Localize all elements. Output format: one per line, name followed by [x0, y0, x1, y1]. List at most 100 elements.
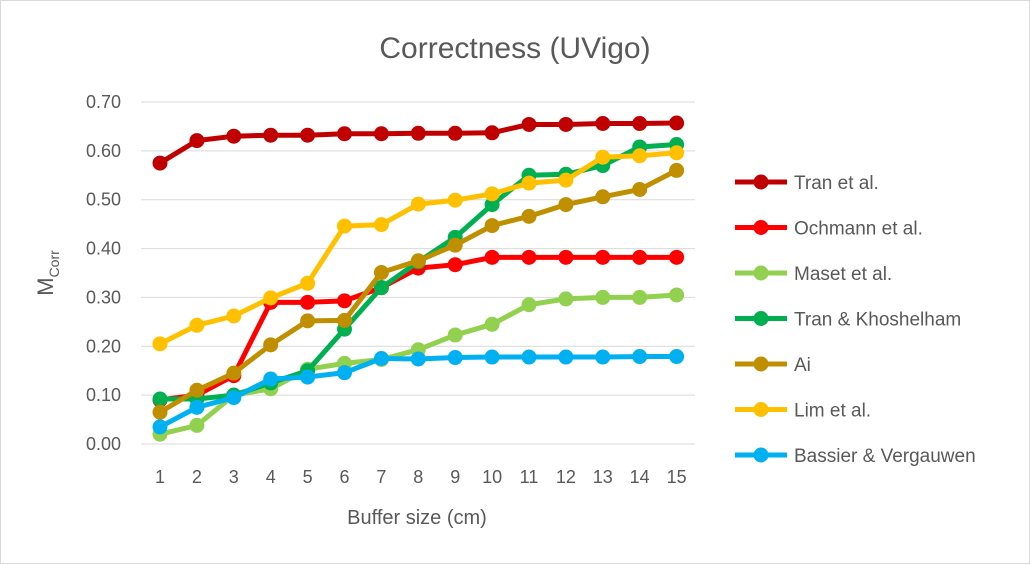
- legend-label: Tran et al.: [794, 173, 879, 194]
- legend-swatch-marker: [753, 220, 769, 235]
- series-ai: [152, 162, 685, 420]
- data-point: [263, 371, 279, 387]
- data-point: [632, 249, 648, 265]
- x-tick-label: 6: [339, 467, 349, 487]
- data-point: [447, 350, 463, 366]
- x-axis-label: Buffer size (cm): [347, 507, 487, 529]
- x-tick-label: 11: [520, 467, 539, 487]
- legend: Tran et al. Ochmann et al. Maset et al. Tra…: [735, 173, 976, 467]
- y-tick-label: 0.10: [86, 385, 121, 405]
- data-point: [484, 316, 500, 332]
- data-point: [152, 155, 168, 171]
- data-point: [447, 125, 463, 141]
- data-point: [410, 125, 426, 141]
- data-point: [632, 181, 648, 197]
- legend-item: Ochmann et al.: [735, 219, 923, 240]
- data-point: [373, 217, 389, 233]
- legend-swatch-marker: [753, 311, 769, 326]
- data-point: [337, 126, 352, 142]
- data-point: [300, 127, 316, 143]
- data-point: [669, 349, 685, 365]
- x-tick-label: 5: [303, 467, 313, 487]
- data-point: [337, 218, 352, 234]
- data-point: [595, 115, 611, 131]
- y-tick-label: 0.70: [86, 92, 121, 112]
- data-point: [410, 351, 426, 367]
- data-point: [337, 312, 352, 328]
- y-axis-label: MCorr: [33, 250, 62, 296]
- data-point: [226, 308, 242, 324]
- data-point: [521, 116, 537, 132]
- data-point: [226, 128, 242, 144]
- series-ochmann-et-al: [152, 249, 685, 408]
- legend-label: Maset et al.: [794, 264, 892, 285]
- x-tick-label: 8: [413, 467, 423, 487]
- data-point: [300, 275, 316, 291]
- data-point: [669, 145, 685, 161]
- data-point: [263, 127, 279, 143]
- data-point: [373, 126, 389, 142]
- data-point: [632, 148, 648, 164]
- y-tick-label: 0.20: [86, 336, 121, 356]
- y-axis-ticks: 0.00 0.10 0.20 0.30 0.40 0.50 0.60 0.70: [86, 92, 121, 454]
- data-point: [632, 349, 648, 365]
- data-point: [484, 197, 500, 213]
- series-bassier-vergauwen: [152, 349, 685, 435]
- data-point: [337, 293, 352, 309]
- legend-swatch-marker: [753, 356, 769, 372]
- data-point: [484, 349, 500, 365]
- data-point: [595, 249, 611, 265]
- data-point: [300, 313, 316, 329]
- y-axis-label-sub: Corr: [46, 250, 62, 278]
- data-point: [447, 237, 463, 253]
- data-point: [226, 390, 242, 406]
- x-tick-label: 10: [482, 467, 502, 487]
- y-tick-label: 0.40: [86, 239, 121, 259]
- data-point: [410, 253, 426, 269]
- data-point: [521, 349, 537, 365]
- data-point: [300, 369, 316, 385]
- data-point: [595, 349, 611, 365]
- data-point: [558, 172, 574, 188]
- legend-label: Ai: [794, 355, 811, 376]
- data-point: [669, 249, 685, 265]
- x-tick-label: 4: [266, 467, 276, 487]
- series-layer: [152, 115, 685, 442]
- data-point: [263, 290, 279, 306]
- data-point: [373, 280, 389, 296]
- data-point: [595, 189, 611, 205]
- y-axis-label-main: M: [33, 277, 58, 295]
- data-point: [558, 349, 574, 365]
- data-point: [521, 297, 537, 313]
- x-tick-label: 2: [192, 467, 202, 487]
- data-point: [558, 116, 574, 132]
- legend-swatch-marker: [753, 174, 769, 190]
- legend-item: Lim et al.: [735, 401, 871, 422]
- data-point: [152, 391, 168, 407]
- y-tick-label: 0.50: [86, 190, 121, 210]
- data-point: [484, 249, 500, 265]
- data-point: [410, 196, 426, 212]
- data-point: [484, 218, 500, 234]
- legend-item: Bassier & Vergauwen: [735, 446, 976, 467]
- data-point: [263, 337, 279, 353]
- x-tick-label: 7: [376, 467, 386, 487]
- data-point: [189, 133, 205, 149]
- x-tick-label: 14: [630, 467, 650, 487]
- y-tick-label: 0.00: [86, 434, 121, 454]
- x-tick-label: 15: [667, 467, 687, 487]
- legend-item: Ai: [735, 355, 811, 376]
- data-point: [373, 265, 389, 281]
- legend-item: Tran et al.: [735, 173, 879, 194]
- legend-label: Bassier & Vergauwen: [794, 446, 976, 467]
- data-point: [632, 289, 648, 305]
- legend-item: Tran & Khoshelham: [735, 310, 961, 331]
- y-tick-label: 0.30: [86, 287, 121, 307]
- data-point: [152, 404, 168, 420]
- data-point: [595, 149, 611, 165]
- data-point: [595, 289, 611, 305]
- data-point: [558, 291, 574, 307]
- data-point: [447, 192, 463, 208]
